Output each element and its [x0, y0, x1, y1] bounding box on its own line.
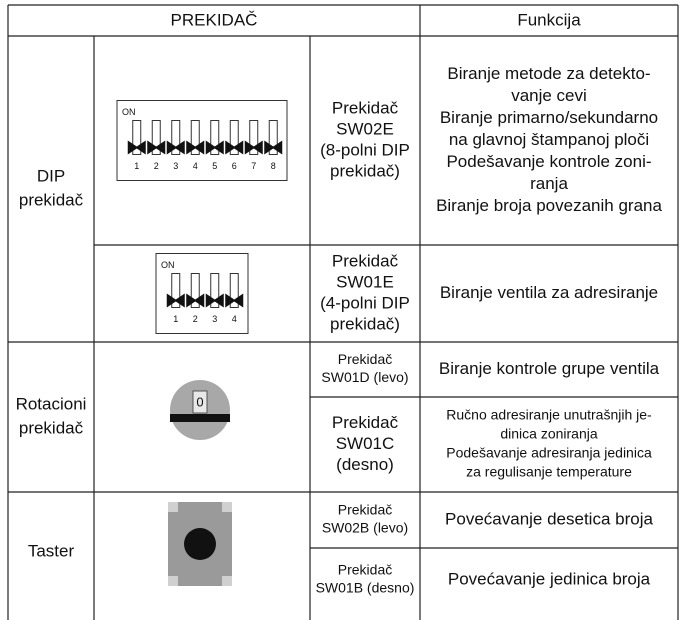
- switch-name: Prekidač: [332, 251, 399, 270]
- dip-number: 3: [212, 314, 217, 324]
- switch-function: Podešavanje kontrole zoni-: [446, 152, 651, 171]
- dip-lever: [147, 140, 166, 155]
- dip-slot: [229, 273, 239, 308]
- dip-number: 8: [271, 161, 276, 171]
- dip-lever: [225, 293, 244, 308]
- dip-body: [116, 100, 288, 181]
- dip-slot: [151, 120, 161, 155]
- header-function: Funkcija: [517, 10, 581, 29]
- dip-number: 3: [173, 161, 178, 171]
- dip-body: [155, 253, 249, 334]
- dip-lever: [244, 140, 263, 155]
- dip-lever: [225, 140, 244, 155]
- switch-function: Podešavanje adresiranja jedinica: [446, 445, 652, 461]
- switch-name: Prekidač: [338, 502, 392, 518]
- switch-name: prekidač): [330, 161, 400, 180]
- dip-slot: [210, 120, 220, 155]
- dip-switch-icon: ON 1 2 3 4: [155, 253, 249, 334]
- dip-slot: [268, 120, 278, 155]
- group-label: Rotacioni: [16, 394, 87, 413]
- rotary-icon: [170, 380, 230, 440]
- dip-on-label: ON: [161, 260, 175, 270]
- dip-slot: [210, 273, 220, 308]
- dip-number: 1: [134, 161, 139, 171]
- group-label: prekidač: [19, 418, 84, 437]
- dip-lever: [166, 293, 185, 308]
- switch-name: (8-polni DIP: [320, 140, 410, 159]
- switch-function: Biranje primarno/sekundarno: [440, 108, 658, 127]
- dip-number: 2: [193, 314, 198, 324]
- dip-slot: [190, 120, 200, 155]
- group-label: prekidač: [19, 190, 84, 209]
- dip-on-label: ON: [122, 107, 136, 117]
- taster-icon: [168, 502, 232, 586]
- dip-lever: [205, 140, 224, 155]
- switch-name: SW01B (desno): [316, 580, 415, 596]
- switch-function: Biranje broja povezanih grana: [436, 196, 662, 215]
- dip-number: 4: [232, 314, 237, 324]
- switch-name: Prekidač: [338, 351, 392, 367]
- dip-lever: [186, 293, 205, 308]
- switch-name: prekidač): [330, 314, 400, 333]
- switch-name: SW01E: [336, 272, 394, 291]
- rotary-position: 0: [196, 394, 203, 409]
- switch-function: dinica zoniranja: [500, 426, 597, 442]
- switch-name: SW01D (levo): [321, 369, 408, 385]
- switch-name: Prekidač: [332, 98, 399, 117]
- switch-name: SW02E: [336, 119, 394, 138]
- switch-function: Biranje kontrole grupe ventila: [439, 359, 660, 378]
- dip-slot: [171, 273, 181, 308]
- header-switch: PREKIDAČ: [171, 10, 258, 29]
- dip-slot: [171, 120, 181, 155]
- dip-lever: [166, 140, 185, 155]
- dip-number: 2: [154, 161, 159, 171]
- dip-number: 1: [173, 314, 178, 324]
- dip-number: 4: [193, 161, 198, 171]
- dip-slot: [249, 120, 259, 155]
- switch-function: na glavnoj štampanoj ploči: [449, 130, 649, 149]
- dip-slot: [229, 120, 239, 155]
- group-label: DIP: [37, 166, 65, 185]
- group-label: Taster: [28, 541, 75, 560]
- switch-function: Biranje ventila za adresiranje: [440, 283, 658, 302]
- switch-function: Povećavanje desetica broja: [445, 509, 653, 528]
- switch-name: (desno): [336, 455, 394, 474]
- dip-lever: [205, 293, 224, 308]
- switch-function: ranja: [530, 174, 568, 193]
- switch-name: SW01C: [336, 434, 395, 453]
- switch-name: Prekidač: [338, 562, 392, 578]
- switch-function: Povećavanje jedinica broja: [448, 569, 651, 588]
- dip-lever: [186, 140, 205, 155]
- dip-switch-icon: ON 1 2 3 4 5 6 7 8: [116, 100, 288, 181]
- switch-name: (4-polni DIP: [320, 293, 410, 312]
- dip-number: 6: [232, 161, 237, 171]
- switch-name: SW02B (levo): [322, 520, 408, 536]
- dip-number: 7: [251, 161, 256, 171]
- switch-function: Biranje metode za detekto-: [447, 64, 650, 83]
- switch-name: Prekidač: [332, 413, 399, 432]
- switch-function: za regulisanje temperature: [466, 464, 632, 480]
- dip-number: 5: [212, 161, 217, 171]
- table-rules: [7, 4, 679, 620]
- switch-function: vanje cevi: [511, 86, 587, 105]
- dip-slot: [190, 273, 200, 308]
- dip-slot: [132, 120, 142, 155]
- dip-lever: [264, 140, 283, 155]
- dip-lever: [127, 140, 146, 155]
- switch-function: Ručno adresiranje unutrašnjih je-: [446, 407, 652, 423]
